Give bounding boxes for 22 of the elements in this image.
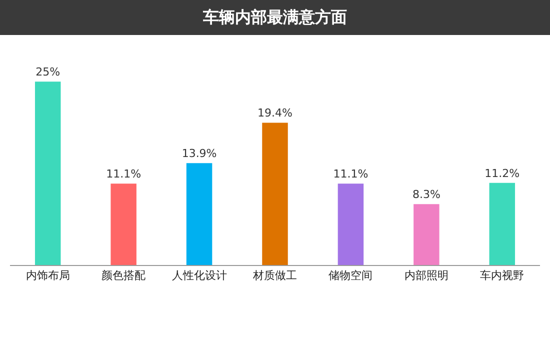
bar (414, 204, 440, 265)
data-label: 11.2% (484, 166, 520, 180)
x-tick-label: 颜色搭配 (102, 269, 146, 282)
x-tick-label: 人性化设计 (172, 269, 227, 282)
x-tick-label: 车内视野 (480, 269, 524, 282)
data-label: 8.3% (412, 188, 440, 202)
bar (338, 184, 364, 265)
data-label: 11.1% (333, 168, 368, 181)
chart-title: 车辆内部最满意方面 (202, 8, 347, 27)
data-label: 11.1% (106, 168, 142, 181)
bar (262, 122, 288, 265)
data-label: 19.4% (258, 106, 292, 120)
bar (110, 184, 136, 265)
x-tick-label: 材质做工 (252, 269, 297, 282)
bar (186, 163, 212, 265)
x-tick-label: 内饰布局 (26, 269, 70, 282)
bar (34, 82, 61, 265)
data-label: 13.9% (182, 147, 217, 160)
bar (489, 182, 516, 265)
x-tick-label: 储物空间 (328, 269, 373, 282)
x-tick-label: 内部照明 (404, 269, 448, 282)
data-label: 25% (36, 66, 60, 79)
